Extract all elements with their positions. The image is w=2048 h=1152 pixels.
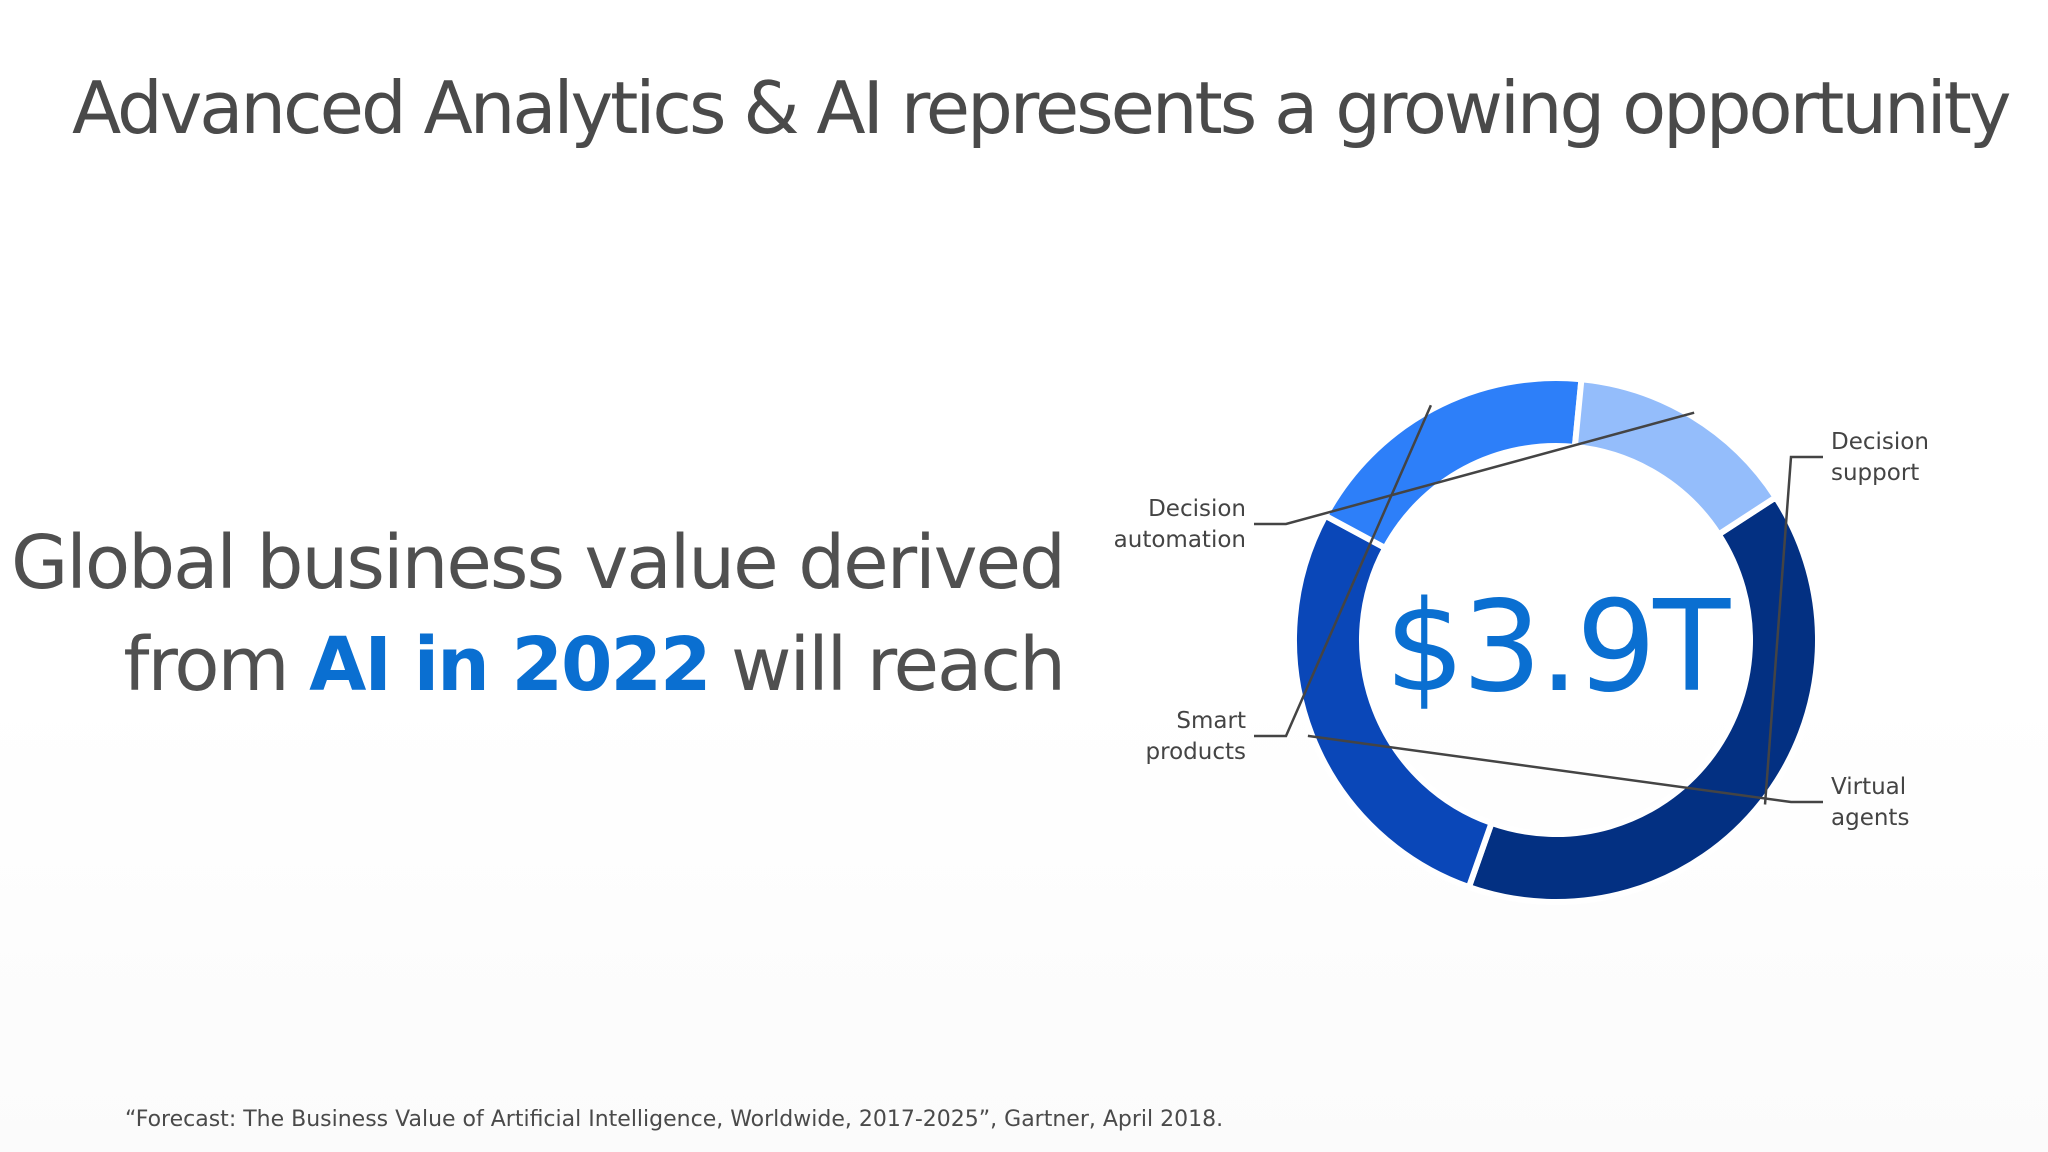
leader-line (1254, 411, 1695, 526)
segment-labels: Decision support Virtual agents Smart product… (1114, 404, 1929, 831)
donut-segment-decision-support (1465, 493, 1821, 905)
segment-label: Smart products (1146, 708, 1246, 765)
segment-label: Decision support (1831, 429, 1929, 486)
donut-segment-virtual-agents (1291, 511, 1496, 891)
source-footnote: “Forecast: The Business Value of Artific… (125, 1107, 1224, 1132)
leader-line (1763, 455, 1823, 805)
segments (1291, 375, 1821, 905)
segment-label: Decision automation (1114, 496, 1246, 553)
headline-post: will reach (709, 622, 1066, 708)
leader-line (1254, 404, 1433, 738)
donut-segment-decision-automation (1571, 375, 1780, 539)
leader-line (1307, 734, 1823, 804)
center-value: $3.9T (1385, 573, 1732, 720)
donut-segment-smart-products (1321, 375, 1585, 553)
slide-title: Advanced Analytics & AI represents a gro… (72, 66, 2012, 150)
segment-label: Virtual agents (1831, 774, 1909, 831)
headline-pre: from (123, 622, 310, 708)
headline-line-1: Global business value derived (10, 520, 1066, 606)
headline-accent: AI in 2022 (309, 622, 711, 708)
headline-line-2: from AI in 2022 will reach (11, 614, 1066, 716)
headline: Global business value derived from AI in… (10, 512, 1066, 716)
